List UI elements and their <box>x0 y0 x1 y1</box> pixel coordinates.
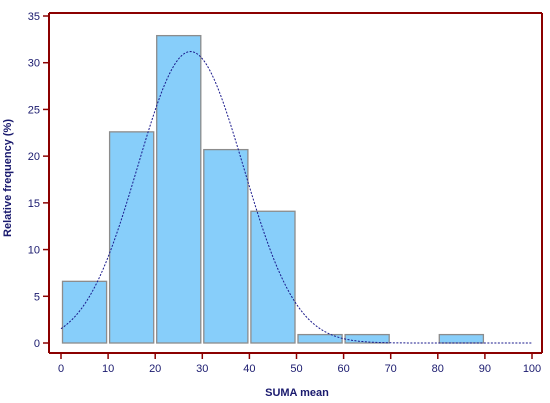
x-tick-label: 100 <box>523 363 541 375</box>
histogram-bar <box>108 131 155 344</box>
x-tick-label: 60 <box>337 363 349 375</box>
x-axis-title: SUMA mean <box>265 387 329 399</box>
x-tick-label: 40 <box>243 363 255 375</box>
x-tick-label: 90 <box>479 363 491 375</box>
histogram-bar <box>156 34 202 344</box>
x-tick-label: 30 <box>196 363 208 375</box>
histogram-bar <box>203 148 249 344</box>
x-tick-label: 0 <box>58 363 64 375</box>
y-axis-title: Relative frequency (%) <box>2 119 14 237</box>
histogram-bar <box>250 210 296 344</box>
y-tick-label: 10 <box>28 245 40 257</box>
y-tick-label: 5 <box>34 291 40 303</box>
histogram-bar <box>438 333 485 344</box>
axes-layer <box>48 12 543 354</box>
y-tick-label: 35 <box>28 11 40 23</box>
x-tick-label: 70 <box>385 363 397 375</box>
y-tick-label: 20 <box>28 151 40 163</box>
normal-curve-line <box>60 50 532 344</box>
y-tick-label: 15 <box>28 198 40 210</box>
x-tick-label: 80 <box>432 363 444 375</box>
x-tick-label: 50 <box>290 363 302 375</box>
ticks-layer: 0 10 20 30 40 50 60 70 80 90 100 0 5 10 15 20 25 30 35 <box>28 11 541 375</box>
curve-layer <box>60 50 532 344</box>
histogram-bar <box>344 333 390 344</box>
histogram-bar <box>61 280 108 344</box>
bars-layer <box>61 34 485 344</box>
y-tick-label: 0 <box>34 338 40 350</box>
y-tick-label: 25 <box>28 104 40 116</box>
y-tick-label: 30 <box>28 58 40 70</box>
x-tick-label: 10 <box>102 363 114 375</box>
x-tick-label: 20 <box>149 363 161 375</box>
